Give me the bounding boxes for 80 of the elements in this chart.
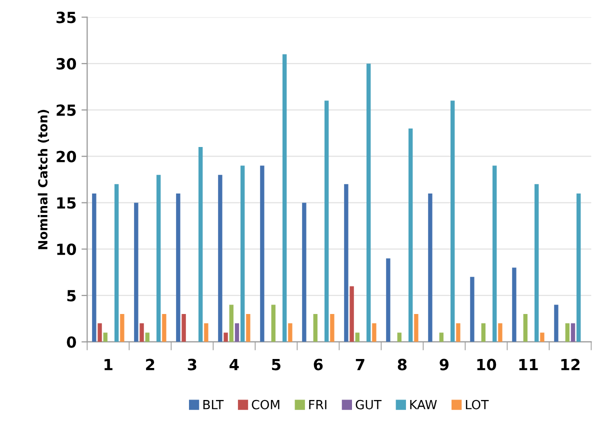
x-tick-label: 4 [230, 358, 239, 370]
bar [324, 100, 329, 342]
bar [576, 193, 581, 342]
bar [176, 193, 180, 342]
bar [450, 100, 455, 342]
bar [162, 314, 166, 342]
bar [92, 193, 96, 342]
x-tick-label: 2 [146, 358, 154, 370]
bar [140, 323, 144, 342]
bar [534, 184, 539, 342]
bar [570, 323, 576, 342]
legend-label: FRI [309, 400, 326, 410]
bar [103, 332, 108, 342]
bar [218, 174, 222, 342]
bar [302, 202, 306, 342]
bar [408, 128, 413, 342]
bar [439, 332, 444, 342]
bar [344, 184, 348, 342]
x-tick-label: 8 [398, 358, 407, 370]
bar [350, 286, 354, 342]
legend-label: LOT [466, 400, 489, 410]
legend-label: GUT [356, 400, 382, 410]
bar [554, 304, 558, 342]
bar [98, 323, 102, 342]
bar [492, 166, 497, 342]
bar [204, 323, 208, 342]
bar [565, 323, 570, 342]
x-tick-label: 1 [104, 358, 112, 370]
bar [523, 314, 528, 342]
y-tick-label: 35 [56, 12, 76, 24]
bar [145, 332, 150, 342]
legend-label: COM [252, 400, 280, 410]
bar [120, 314, 124, 342]
bar [372, 323, 376, 342]
legend-label: BLT [203, 400, 224, 410]
bar [288, 323, 292, 342]
bar [540, 332, 544, 342]
bar [330, 314, 334, 342]
x-tick-label: 7 [356, 358, 364, 370]
bar [156, 174, 161, 342]
bar [182, 314, 186, 342]
bar [512, 268, 516, 342]
bar [198, 147, 203, 342]
y-tick-label: 0 [66, 336, 76, 348]
y-tick-label: 20 [56, 150, 76, 162]
bar [134, 202, 138, 342]
bar [428, 193, 432, 342]
bar [470, 276, 474, 342]
bar [355, 332, 360, 342]
bar [313, 314, 318, 342]
bar [260, 166, 264, 342]
x-tick-label: 12 [561, 358, 580, 370]
y-tick-label: 15 [57, 197, 76, 209]
bar [386, 258, 390, 342]
bar [456, 323, 460, 342]
y-tick-label: 10 [57, 244, 76, 256]
bar [240, 166, 245, 342]
bar [271, 304, 276, 342]
y-axis-title: Nominal Catch (ton) [38, 110, 49, 250]
y-tick-label: 25 [56, 104, 76, 116]
x-tick-label: 6 [314, 358, 323, 370]
bar [366, 64, 371, 342]
bar [397, 332, 402, 342]
x-tick-label: 11 [519, 358, 538, 370]
bar [498, 323, 502, 342]
x-tick-label: 9 [440, 358, 449, 370]
y-tick-label: 30 [56, 58, 76, 70]
x-tick-label: 3 [188, 358, 196, 370]
bar [114, 184, 119, 342]
x-tick-label: 10 [477, 358, 496, 370]
bar [481, 323, 486, 342]
x-tick-label: 5 [272, 358, 280, 370]
bar [246, 314, 250, 342]
legend-label: KAW [410, 400, 437, 410]
bar [224, 332, 228, 342]
bar [414, 314, 418, 342]
bar [229, 304, 234, 342]
bar [282, 54, 287, 342]
y-tick-label: 5 [67, 290, 76, 302]
bar [234, 323, 240, 342]
